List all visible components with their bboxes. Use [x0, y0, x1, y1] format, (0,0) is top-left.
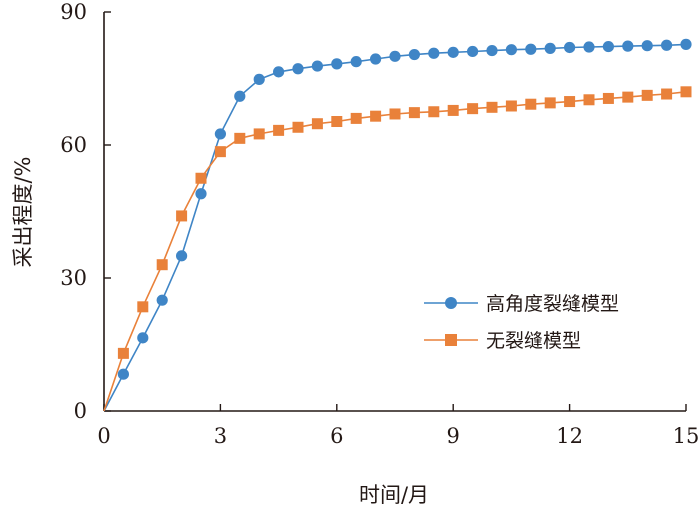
series-2-point	[176, 210, 188, 222]
y-axis-title: 采出程度/%	[11, 156, 35, 267]
series-2	[103, 86, 692, 412]
x-tick-label: 15	[673, 424, 700, 448]
series-1-point	[273, 66, 285, 78]
x-axis-title: 时间/月	[359, 483, 429, 507]
series-2-point	[408, 107, 420, 119]
series-2-point	[253, 128, 265, 140]
series-2-point	[389, 108, 401, 120]
series-2-point	[331, 116, 343, 128]
series-1-point	[428, 47, 440, 59]
series-2-point	[680, 86, 692, 98]
y-tick-label: 0	[74, 399, 87, 423]
legend-label: 无裂缝模型	[486, 330, 581, 352]
series-1-point	[622, 40, 634, 52]
series-1-point	[137, 332, 149, 344]
series-2-point	[661, 88, 673, 100]
series-1-point	[389, 50, 401, 62]
series-1-point	[661, 39, 673, 51]
series-layer	[103, 38, 692, 412]
series-1-point	[176, 250, 188, 262]
series-1-point	[117, 368, 129, 380]
y-tick-label: 90	[60, 0, 87, 24]
legend-marker	[445, 297, 457, 309]
series-2-point	[370, 110, 382, 122]
axes: 0 3 6 9 12 15 0 30 60 90	[60, 0, 699, 448]
series-2-point	[350, 112, 362, 124]
series-2-point	[467, 103, 479, 115]
series-2-point	[544, 97, 556, 109]
series-2-point	[505, 100, 517, 112]
series-2-point	[214, 146, 226, 158]
series-1-point	[583, 41, 595, 53]
x-tick-label: 12	[556, 424, 583, 448]
series-1-point	[564, 41, 576, 54]
series-2-point	[311, 118, 323, 130]
series-1-point	[525, 43, 537, 55]
series-1-point	[331, 58, 343, 70]
series-1-point	[370, 53, 382, 65]
series-1-point	[292, 63, 304, 75]
series-1-point	[350, 56, 362, 68]
series-1-point	[214, 128, 226, 140]
x-tick-label: 9	[447, 424, 460, 448]
series-1-point	[195, 188, 207, 200]
series-1-point	[641, 40, 653, 52]
series-2-point	[195, 172, 207, 184]
series-2-point	[602, 92, 614, 104]
series-2-point	[486, 101, 498, 113]
series-1-point	[408, 48, 420, 61]
legend-label: 高角度裂缝模型	[486, 293, 619, 315]
series-1-point	[680, 38, 692, 50]
legend-item-2: 无裂缝模型	[424, 330, 581, 352]
series-1-point	[544, 42, 556, 54]
series-2-point	[273, 124, 285, 136]
series-2-point	[622, 91, 634, 103]
legend-item-1: 高角度裂缝模型	[424, 293, 619, 315]
series-1	[103, 38, 692, 412]
series-1-point	[311, 60, 323, 72]
series-2-point	[292, 121, 304, 133]
y-tick-label: 30	[60, 266, 87, 290]
series-1-point	[467, 45, 479, 58]
x-tick-label: 0	[97, 424, 110, 448]
series-2-point	[564, 96, 576, 108]
series-2-line	[103, 91, 687, 412]
x-tick-label: 6	[330, 424, 343, 448]
x-tick-label: 3	[214, 424, 227, 448]
legend-marker	[445, 334, 457, 346]
series-1-point	[156, 294, 168, 306]
series-2-point	[641, 89, 653, 101]
series-1-point	[447, 46, 459, 58]
series-2-point	[428, 106, 440, 118]
series-2-point	[583, 94, 595, 106]
series-1-point	[234, 90, 246, 102]
series-2-point	[525, 98, 537, 110]
series-2-point	[156, 259, 168, 271]
series-1-point	[253, 73, 265, 85]
series-2-point	[447, 104, 459, 116]
series-2-point	[117, 347, 129, 359]
series-1-point	[505, 44, 517, 56]
series-1-point	[602, 40, 615, 53]
series-2-point	[137, 301, 149, 313]
series-2-point	[234, 132, 246, 144]
series-1-point	[486, 44, 498, 57]
y-tick-label: 60	[60, 133, 87, 157]
